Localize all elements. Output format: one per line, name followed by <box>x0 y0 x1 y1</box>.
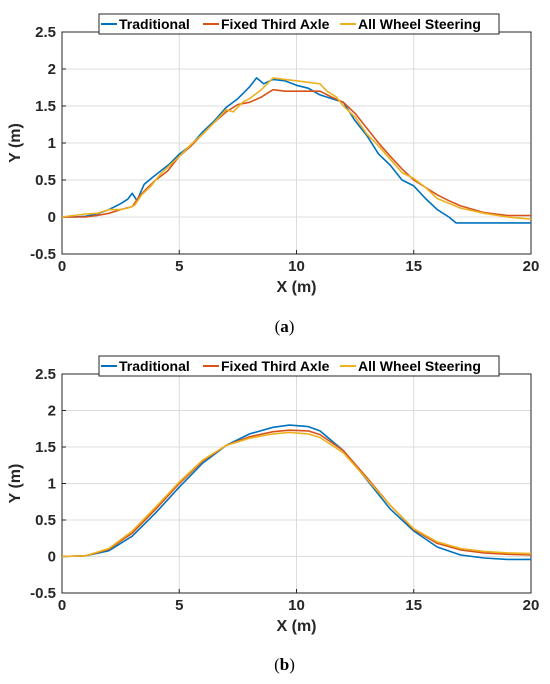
x-tick-label: 0 <box>58 597 66 614</box>
y-tick-label: 2 <box>48 61 56 78</box>
chart-panel-b: 0 5 10 15 20 -0.500.511.522.5 X (m) Y (m) Tr… <box>7 355 540 674</box>
y-axis-label: Y (m) <box>7 464 24 504</box>
x-axis-label: X (m) <box>277 618 317 635</box>
caption-letter: a <box>280 317 289 336</box>
y-tick-label: 2.5 <box>35 366 56 383</box>
y-tick-label: 1 <box>48 476 56 493</box>
x-tick-label: 0 <box>58 258 66 275</box>
x-tick-label: 5 <box>175 258 183 275</box>
series-layer <box>61 77 532 224</box>
x-tick-label: 10 <box>288 258 305 275</box>
x-tick-label: 10 <box>288 597 305 614</box>
y-tick-label: 1 <box>48 135 56 152</box>
series-line <box>62 77 531 224</box>
series-line <box>61 429 532 558</box>
series-layer <box>61 424 532 561</box>
x-tick-label: 20 <box>523 597 540 614</box>
y-tick-label: 0.5 <box>35 172 56 189</box>
legend: Traditional Fixed Third Axle All Wheel Ste… <box>98 13 500 35</box>
y-tick-label: -0.5 <box>30 585 56 602</box>
x-axis-label: X (m) <box>277 279 317 296</box>
y-axis-label: Y (m) <box>7 123 24 163</box>
legend-box <box>98 355 500 377</box>
legend-label: Fixed Third Axle <box>221 16 330 32</box>
x-tick-labels: 0 5 10 15 20 <box>58 258 540 275</box>
legend-box <box>98 13 500 35</box>
legend-label: All Wheel Steering <box>358 16 481 32</box>
y-tick-label: 1.5 <box>35 439 56 456</box>
caption-open: ( <box>274 655 280 674</box>
y-tick-label: -0.5 <box>30 246 56 263</box>
x-tick-label: 15 <box>405 597 422 614</box>
y-tick-label: 0 <box>48 209 56 226</box>
caption-close: ) <box>289 655 295 674</box>
legend-label: All Wheel Steering <box>358 358 481 374</box>
caption-letter: b <box>280 655 289 674</box>
y-tick-labels: -0.5 0 0.5 1 1.5 2 2.5 <box>30 366 56 602</box>
y-tick-label: 2 <box>48 403 56 420</box>
y-tick-label: 0.5 <box>35 512 56 529</box>
y-tick-labels: -0.5 0 0.5 1 1.5 2 2.5 <box>30 24 56 263</box>
caption-open: ( <box>275 317 281 336</box>
chart-panel-a: 0 5 10 15 20 -0.500.511.522.5 X (m) Y (m) Tr… <box>7 13 540 336</box>
legend-label: Traditional <box>119 16 190 32</box>
series-line <box>61 77 532 220</box>
grid-lines <box>61 31 532 255</box>
x-tick-label: 20 <box>523 258 540 275</box>
legend: Traditional Fixed Third Axle All Wheel Ste… <box>98 355 500 377</box>
x-tick-label: 5 <box>175 597 183 614</box>
legend-label: Traditional <box>119 358 190 374</box>
x-tick-labels: 0 5 10 15 20 <box>58 597 540 614</box>
panel-caption: (b) <box>274 655 295 674</box>
panel-caption: (a) <box>275 317 295 336</box>
y-tick-label: 0 <box>48 549 56 566</box>
caption-close: ) <box>289 317 295 336</box>
grid-lines <box>61 373 532 594</box>
series-line <box>61 424 531 561</box>
y-tick-label: 2.5 <box>35 24 56 41</box>
series-line <box>61 431 532 558</box>
x-tick-label: 15 <box>405 258 422 275</box>
y-tick-label: 1.5 <box>35 98 56 115</box>
legend-label: Fixed Third Axle <box>221 358 330 374</box>
